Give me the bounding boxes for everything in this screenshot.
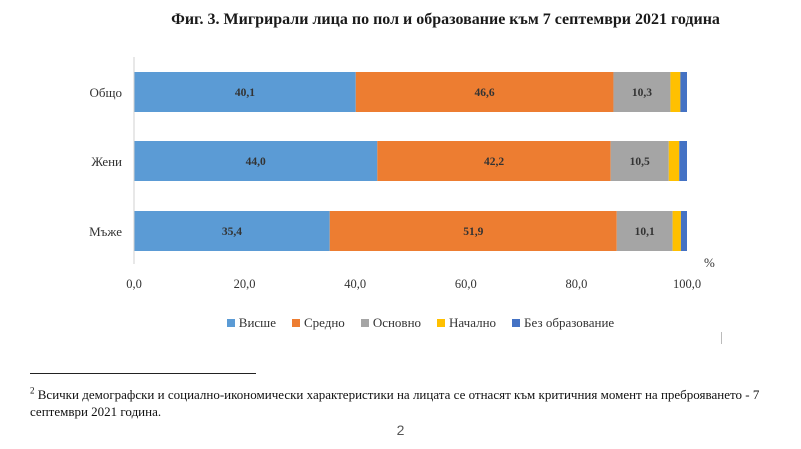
legend-label: Начално xyxy=(449,315,497,330)
bar-segment xyxy=(680,72,687,112)
legend-item: Средно xyxy=(291,315,345,331)
x-tick-label: 0,0 xyxy=(126,277,142,291)
bar-segment xyxy=(670,72,681,112)
legend-swatch xyxy=(291,319,300,327)
x-tick-label: 80,0 xyxy=(565,277,587,291)
bar-segment xyxy=(679,141,687,181)
footnote-divider xyxy=(30,373,256,374)
data-label: 10,1 xyxy=(635,226,655,238)
frame-edge-mark xyxy=(721,332,722,344)
data-label: 35,4 xyxy=(222,226,242,238)
legend-label: Основно xyxy=(372,315,422,330)
bar-segment xyxy=(355,72,614,112)
legend-item: Без образование xyxy=(512,315,614,331)
bar-segment xyxy=(668,141,680,181)
data-label: 40,1 xyxy=(235,87,255,99)
legend-label: Средно xyxy=(303,315,345,330)
data-label: 42,2 xyxy=(484,156,504,168)
bar-segment xyxy=(610,141,669,181)
footnote: 2 Всички демографски и социално-икономич… xyxy=(30,386,770,420)
category-label: Мъже xyxy=(89,224,122,239)
bar-segment xyxy=(134,141,378,181)
category-label: Общо xyxy=(89,85,122,100)
x-axis-unit: % xyxy=(704,255,715,270)
bar-segment xyxy=(613,72,671,112)
bar-segment xyxy=(134,211,330,251)
footnote-marker: 2 xyxy=(30,385,35,396)
legend-swatch xyxy=(512,319,521,327)
legend-item: Начално xyxy=(437,315,496,331)
page-number: 2 xyxy=(396,422,405,438)
x-tick-label: 20,0 xyxy=(234,277,256,291)
legend-swatch xyxy=(437,319,446,327)
legend-item: Основно xyxy=(360,315,422,331)
legend-swatch xyxy=(226,319,235,327)
bar-segment xyxy=(680,211,687,251)
data-label: 51,9 xyxy=(463,226,483,238)
data-label: 44,0 xyxy=(246,156,266,168)
legend-label: Без образование xyxy=(524,315,615,330)
bar-segment xyxy=(329,211,617,251)
bar-segment xyxy=(672,211,681,251)
x-tick-label: 40,0 xyxy=(344,277,366,291)
chart-title: Фиг. 3. Мигрирали лица по пол и образова… xyxy=(171,11,720,28)
stacked-bar-chart: 40,1 46,6 10,3 Общо 44,0 42,2 10,5 Жени 35,4 51,9… xyxy=(89,57,715,291)
legend-item: Висше xyxy=(226,315,276,331)
x-tick-label: 60,0 xyxy=(455,277,477,291)
legend-swatch xyxy=(360,319,369,327)
bar-segment xyxy=(134,72,356,112)
bar-segment xyxy=(616,211,673,251)
bar-segment xyxy=(377,141,611,181)
chart-legend: Висше Средно Основно Начално Без образование xyxy=(0,315,801,331)
footnote-text: Всички демографски и социално-икономичес… xyxy=(30,387,760,419)
category-label: Жени xyxy=(91,154,122,169)
legend-label: Висше xyxy=(238,315,276,330)
data-label: 10,3 xyxy=(632,87,652,99)
x-tick-label: 100,0 xyxy=(673,277,701,291)
data-label: 46,6 xyxy=(475,87,495,99)
data-label: 10,5 xyxy=(630,156,650,168)
